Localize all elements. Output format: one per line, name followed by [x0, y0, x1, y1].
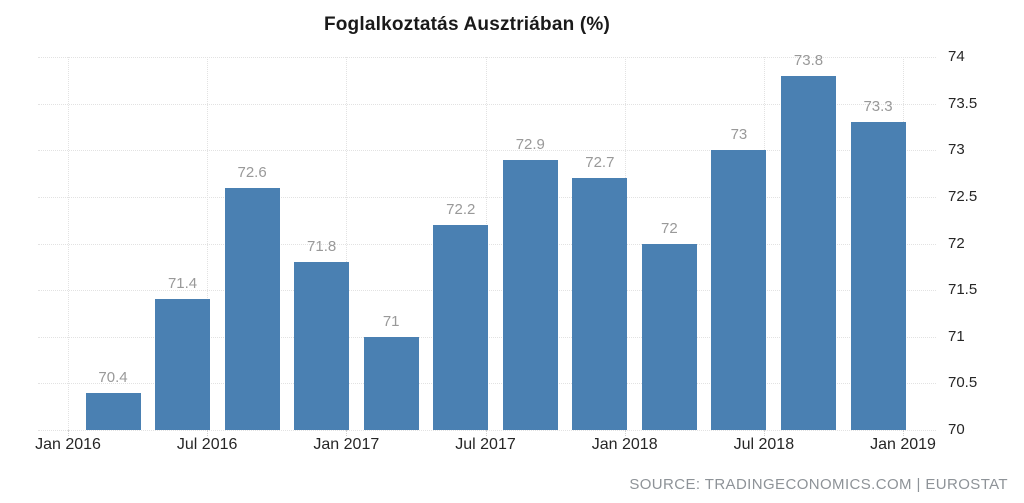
bar-value-label: 72.2 — [446, 200, 476, 218]
gridline-horizontal — [38, 430, 936, 431]
y-axis-tick-label: 71 — [948, 327, 965, 345]
bar-value-label: 73.3 — [863, 98, 893, 116]
bar-value-label: 71 — [382, 312, 400, 330]
bar-column[interactable] — [433, 224, 489, 430]
y-axis-tick-label: 73.5 — [948, 94, 978, 112]
y-axis-tick-label: 73 — [948, 141, 965, 159]
y-axis-tick-label: 70.5 — [948, 374, 978, 392]
y-axis-tick-label: 72.5 — [948, 187, 978, 205]
bar-value-label: 73 — [730, 126, 748, 144]
bar-column[interactable] — [572, 178, 628, 430]
bar-column[interactable] — [224, 187, 280, 430]
chart-title: Foglalkoztatás Ausztriában (%) — [323, 14, 611, 35]
gridline-vertical — [346, 57, 348, 430]
x-axis-tick-label: Jul 2018 — [733, 436, 795, 453]
bar-column[interactable] — [294, 262, 350, 430]
x-axis-tick — [624, 430, 626, 436]
x-axis-tick — [346, 430, 348, 436]
x-axis-tick — [207, 430, 209, 436]
x-axis-tick-label: Jan 2016 — [35, 436, 101, 453]
y-axis-tick-label: 70 — [948, 421, 965, 438]
gridline-vertical — [207, 57, 209, 430]
bar-value-label: 71.8 — [307, 238, 337, 256]
gridline-horizontal — [38, 57, 936, 58]
bar-column[interactable] — [155, 299, 211, 430]
bar-value-label: 72 — [661, 219, 678, 237]
x-axis-tick — [485, 430, 487, 436]
bar-column[interactable] — [363, 336, 419, 430]
x-axis-tick-label: Jan 2019 — [870, 436, 936, 453]
x-axis-tick-label: Jan 2018 — [591, 436, 658, 453]
x-axis-tick — [903, 430, 905, 436]
gridline-horizontal — [38, 150, 936, 152]
bar-column[interactable] — [850, 122, 906, 430]
bar-column[interactable] — [711, 150, 767, 430]
x-axis-tick — [763, 430, 765, 436]
bar-column[interactable] — [781, 75, 836, 430]
bar-value-label: 73.8 — [793, 51, 824, 69]
y-axis-tick-label: 72 — [948, 234, 965, 252]
bar-value-label: 71.4 — [167, 275, 198, 293]
y-axis-tick-label: 71.5 — [948, 281, 978, 299]
x-axis-tick-label: Jan 2017 — [313, 436, 380, 453]
bar-value-label: 70.4 — [98, 368, 128, 386]
bar-value-label: 72.7 — [585, 154, 615, 172]
gridline-horizontal — [38, 103, 936, 105]
x-axis-tick-label: Jul 2017 — [455, 436, 516, 453]
bar-column[interactable] — [641, 243, 697, 430]
y-axis-tick-label: 74 — [948, 48, 965, 65]
gridline-vertical — [68, 57, 69, 430]
x-axis-tick-label: Jul 2016 — [176, 436, 238, 453]
gridline-horizontal — [38, 196, 936, 198]
bar-value-label: 72.6 — [237, 163, 267, 181]
bar-column[interactable] — [502, 159, 558, 430]
bar-value-label: 72.9 — [515, 135, 545, 153]
source-credit: SOURCE: TRADINGECONOMICS.COM | EUROSTAT — [629, 476, 1008, 493]
bar-column[interactable] — [85, 392, 141, 430]
x-axis-tick — [68, 430, 69, 436]
